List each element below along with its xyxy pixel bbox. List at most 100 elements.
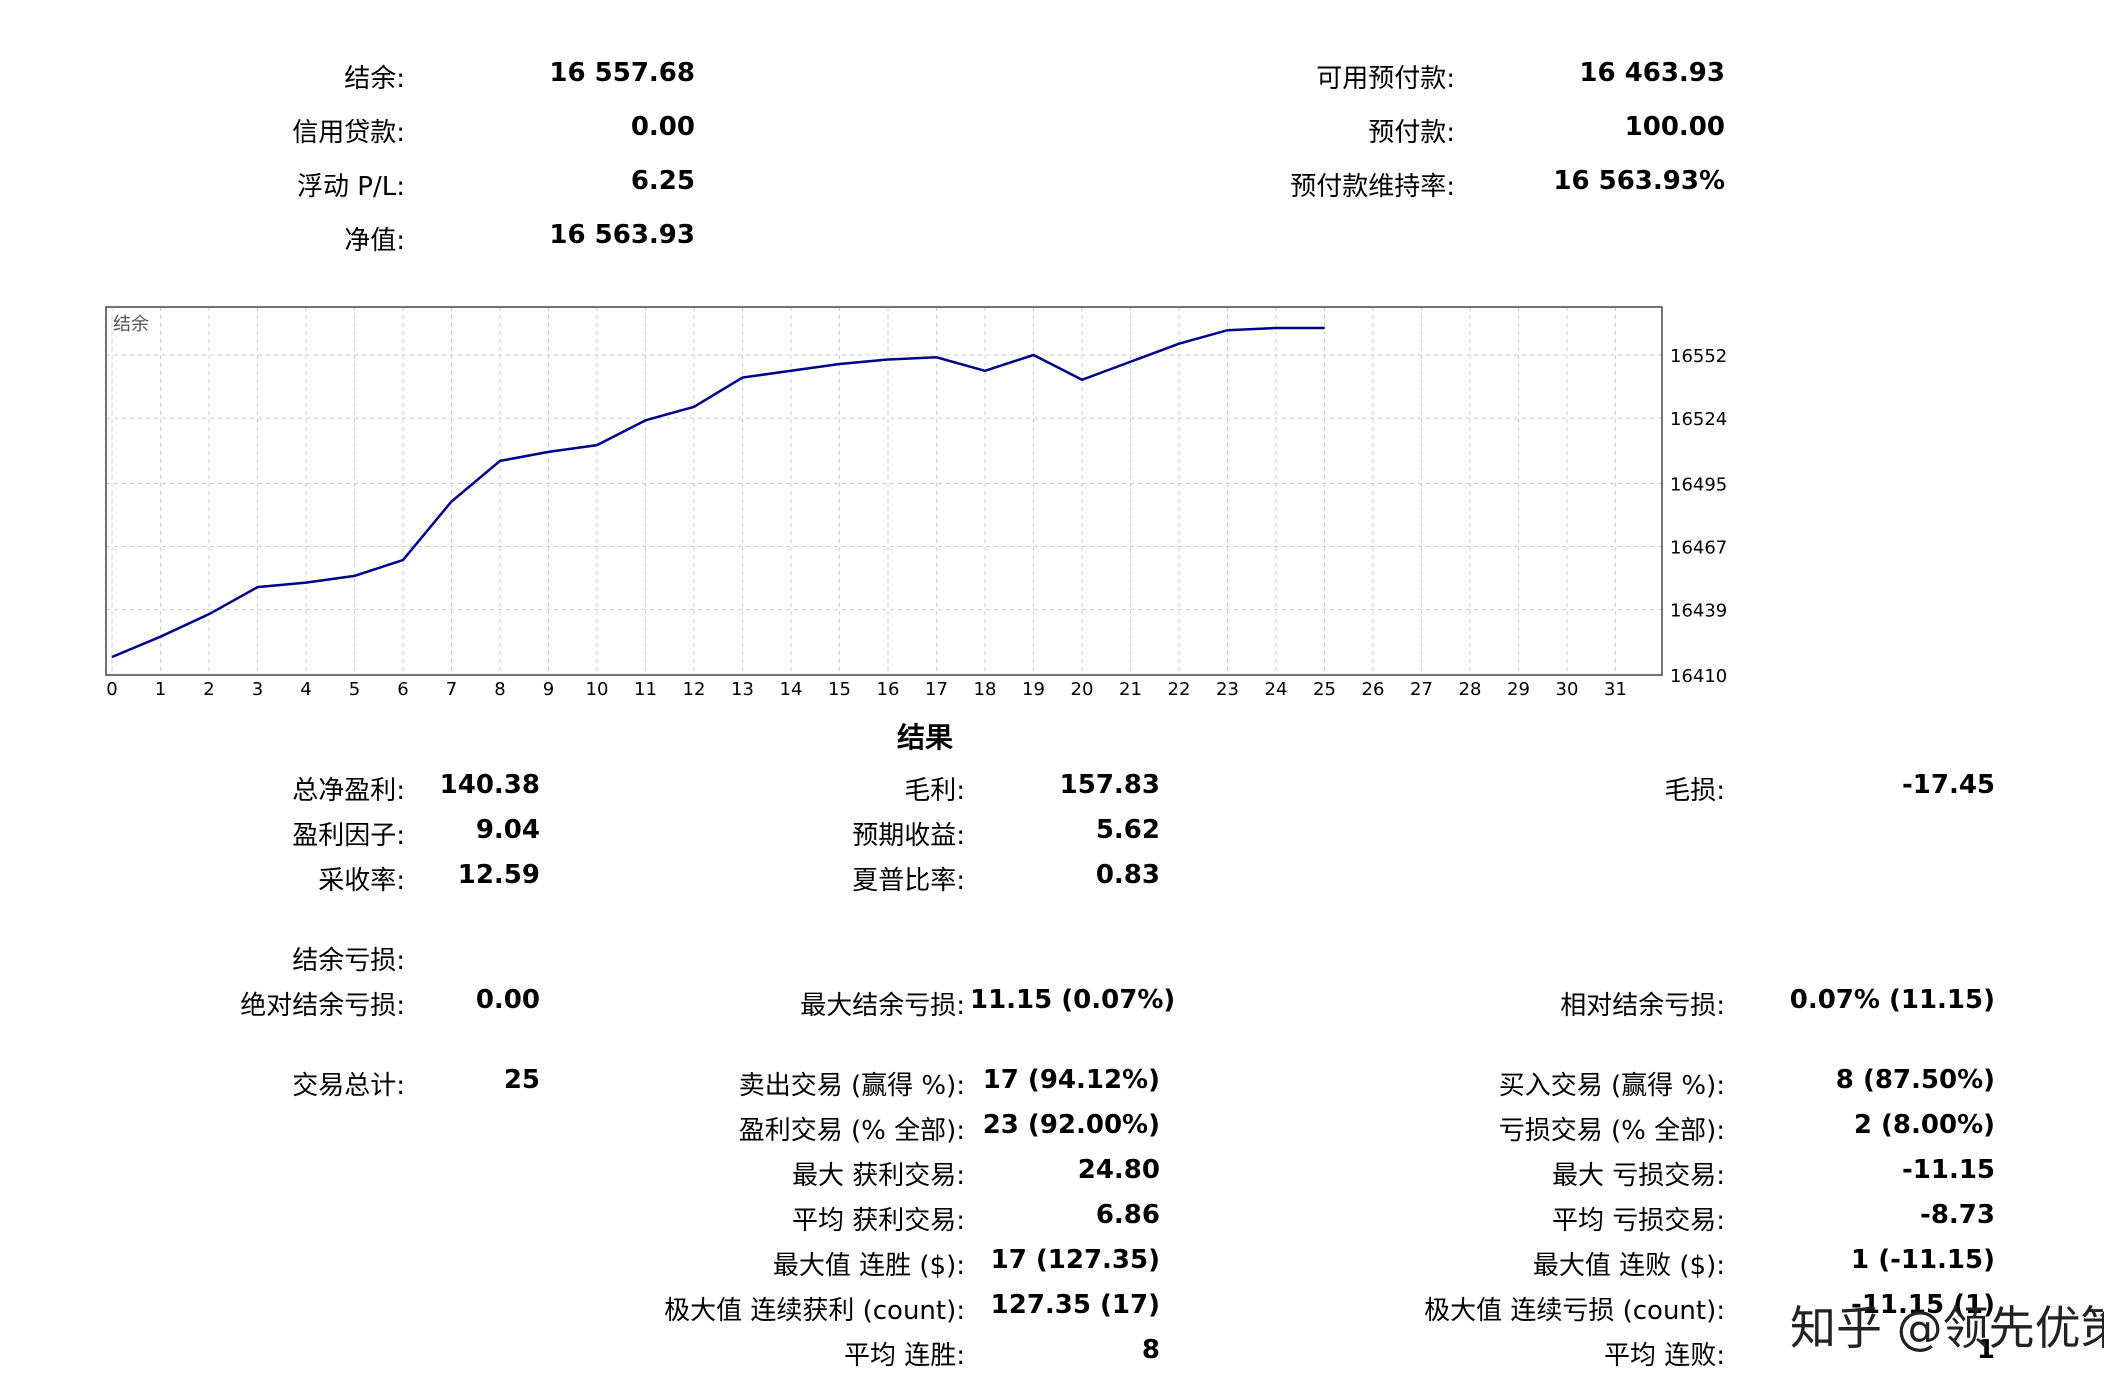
total-net-profit-label: 总净盈利:	[292, 776, 405, 806]
x-tick-label: 12	[683, 679, 706, 700]
data-point	[548, 451, 549, 453]
x-tick-label: 29	[1507, 679, 1530, 700]
data-point	[499, 460, 501, 462]
x-tick-label: 4	[300, 679, 311, 700]
y-tick-label: 16467	[1670, 538, 1727, 559]
recovery-factor-value: 12.59	[457, 860, 540, 890]
x-tick-label: 31	[1604, 679, 1627, 700]
maximal-consec-loss-value: -11.15 (1)	[1851, 1290, 1995, 1320]
results-title: 结果	[896, 721, 953, 754]
max-drawdown-value: 11.15 (0.07%)	[970, 985, 1176, 1015]
x-tick-label: 13	[731, 679, 754, 700]
x-tick-label: 25	[1313, 679, 1336, 700]
short-trades-label: 卖出交易 (赢得 %):	[738, 1071, 965, 1101]
max-consec-wins-value: 17 (127.35)	[990, 1245, 1160, 1275]
expected-payoff-label: 预期收益:	[852, 821, 965, 851]
largest-loss-value: -11.15	[1901, 1155, 1995, 1185]
data-point	[1227, 329, 1228, 331]
largest-profit-value: 24.80	[1077, 1155, 1160, 1185]
x-tick-label: 8	[494, 679, 505, 700]
x-tick-label: 15	[828, 679, 851, 700]
balance-label: 结余:	[344, 64, 405, 94]
x-tick-label: 17	[925, 679, 948, 700]
expected-payoff-value: 5.62	[1095, 815, 1160, 845]
data-point	[693, 406, 695, 408]
max-consec-wins-label: 最大值 连胜 ($):	[772, 1251, 965, 1281]
data-point	[257, 586, 258, 588]
watermark: 知乎 @领先优策	[1790, 1301, 2104, 1355]
max-consec-losses-label: 最大值 连败 ($):	[1532, 1251, 1725, 1281]
sharpe-ratio-value: 0.83	[1095, 860, 1160, 890]
avg-profit-label: 平均 获利交易:	[791, 1206, 965, 1236]
equity-value: 16 563.93	[549, 220, 695, 250]
chart-series	[111, 326, 1325, 659]
data-point	[1178, 343, 1180, 345]
data-point	[596, 444, 598, 446]
data-point	[1130, 361, 1131, 363]
chart-frame	[105, 306, 1663, 676]
data-point	[839, 363, 840, 365]
margin-level-label: 预付款维持率:	[1290, 172, 1455, 202]
x-tick-label: 14	[780, 679, 803, 700]
abs-drawdown-label: 绝对结余亏损:	[240, 991, 405, 1021]
total-trades-value: 25	[503, 1065, 540, 1095]
x-tick-label: 11	[634, 679, 657, 700]
loss-trades-value: 2 (8.00%)	[1853, 1110, 1995, 1140]
x-tick-label: 10	[586, 679, 609, 700]
rel-drawdown-value: 0.07% (11.15)	[1789, 985, 1995, 1015]
maximal-consec-profit-label: 极大值 连续获利 (count):	[664, 1296, 965, 1326]
x-tick-label: 21	[1119, 679, 1142, 700]
max-consec-losses-value: 1 (-11.15)	[1851, 1245, 1995, 1275]
floating-pl-label: 浮动 P/L:	[297, 172, 405, 202]
y-tick-label: 16439	[1670, 601, 1727, 622]
data-point	[742, 377, 743, 379]
x-tick-label: 9	[543, 679, 554, 700]
x-tick-label: 16	[877, 679, 900, 700]
margin-level-value: 16 563.93%	[1553, 166, 1725, 196]
x-tick-label: 30	[1556, 679, 1579, 700]
avg-consec-losses-label: 平均 连败:	[1603, 1341, 1725, 1371]
avg-consec-wins-value: 8	[1141, 1335, 1160, 1365]
data-point	[936, 356, 937, 358]
x-tick-label: 26	[1362, 679, 1385, 700]
avg-loss-label: 平均 亏损交易:	[1551, 1206, 1725, 1236]
avg-profit-value: 6.86	[1095, 1200, 1160, 1230]
rel-drawdown-label: 相对结余亏损:	[1560, 991, 1725, 1021]
data-point	[1324, 327, 1325, 329]
data-point	[354, 575, 355, 577]
x-tick-label: 20	[1071, 679, 1094, 700]
y-tick-label: 16495	[1670, 474, 1727, 495]
x-tick-label: 2	[203, 679, 214, 700]
data-point	[160, 636, 161, 638]
avg-consec-wins-label: 平均 连胜:	[843, 1341, 965, 1371]
balance-value: 16 557.68	[549, 58, 695, 88]
x-tick-label: 5	[349, 679, 360, 700]
abs-drawdown-value: 0.00	[475, 985, 540, 1015]
chart-title: 结余	[113, 314, 149, 335]
x-tick-label: 1	[155, 679, 166, 700]
x-tick-label: 3	[252, 679, 263, 700]
profit-trades-label: 盈利交易 (% 全部):	[738, 1116, 965, 1146]
largest-loss-label: 最大 亏损交易:	[1551, 1161, 1725, 1191]
x-tick-label: 0	[106, 679, 117, 700]
long-trades-label: 买入交易 (赢得 %):	[1498, 1071, 1725, 1101]
data-point	[402, 559, 404, 561]
balance-chart: 结余 0 1 2 3 4 5 6 7 8 9 10 11 12 13 14 15 16 17 18 19 20 21 22 2…	[105, 306, 1727, 700]
balance-line	[111, 326, 1325, 659]
free-margin-label: 可用预付款:	[1316, 64, 1455, 94]
x-tick-label: 23	[1216, 679, 1239, 700]
x-tick-label: 24	[1265, 679, 1288, 700]
data-point	[305, 582, 307, 584]
y-tick-label: 16552	[1670, 346, 1727, 367]
x-tick-label: 19	[1022, 679, 1045, 700]
floating-pl-value: 6.25	[630, 166, 695, 196]
gross-profit-value: 157.83	[1059, 770, 1160, 800]
chart-y-ticks: 16552 16524 16495 16467 16439 16410	[1670, 346, 1727, 687]
short-trades-value: 17 (94.12%)	[982, 1065, 1160, 1095]
gross-loss-label: 毛损:	[1664, 776, 1725, 806]
margin-value: 100.00	[1624, 112, 1725, 142]
maximal-consec-loss-label: 极大值 连续亏损 (count):	[1424, 1296, 1725, 1326]
x-tick-label: 27	[1410, 679, 1433, 700]
recovery-factor-label: 采收率:	[318, 866, 405, 896]
chart-grid	[106, 307, 1662, 675]
